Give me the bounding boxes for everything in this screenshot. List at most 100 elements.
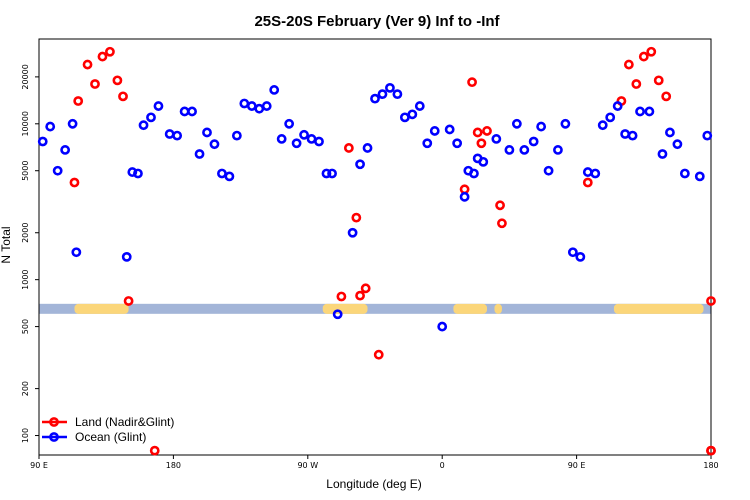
y-tick-label: 1000	[21, 269, 30, 289]
ocean-point	[422, 138, 433, 149]
ocean-point	[429, 126, 440, 136]
x-axis-label: Longitude (deg E)	[326, 477, 421, 491]
land-point	[497, 218, 507, 229]
legend-ocean-marker	[49, 432, 59, 442]
ocean-point	[575, 251, 586, 262]
land-point	[123, 296, 134, 306]
plot-frame	[38, 38, 712, 456]
y-axis-label: N Total	[0, 226, 13, 263]
ocean-point	[528, 136, 539, 147]
ocean-point	[71, 247, 82, 258]
land-point	[360, 283, 371, 294]
plot-area: 100 200 500 1000 2000 5000 10000 20000 90 E 180 90…	[21, 38, 719, 470]
ocean-point	[327, 168, 337, 179]
ocean-point	[269, 85, 280, 95]
ocean-point	[52, 165, 63, 176]
land-point	[467, 77, 477, 88]
land-point	[82, 59, 93, 70]
ocean-point	[511, 118, 522, 129]
land-point	[631, 79, 642, 89]
ocean-point	[67, 118, 78, 129]
ocean-point	[491, 134, 502, 144]
ocean-point	[370, 93, 380, 104]
ocean-point	[635, 106, 645, 117]
land-point	[476, 138, 487, 149]
ocean-point	[133, 168, 143, 179]
ocean-point	[702, 130, 713, 141]
x-tick-label: 90 E	[30, 461, 48, 470]
land-point	[105, 46, 115, 57]
x-tick-label: 180	[703, 461, 718, 470]
ocean-point	[37, 136, 48, 147]
land-point	[118, 91, 128, 102]
ocean-point	[332, 309, 343, 320]
legend-land-label: Land (Nadir&Glint)	[75, 415, 174, 429]
land-point	[149, 445, 160, 456]
ocean-point	[355, 159, 365, 170]
ocean-point	[597, 120, 608, 131]
ocean-point	[605, 112, 616, 123]
land-point	[336, 291, 347, 302]
land-point	[638, 51, 649, 62]
ocean-point	[276, 134, 287, 144]
ocean-point	[437, 321, 448, 332]
land-point	[582, 177, 593, 188]
ocean-point	[452, 138, 463, 149]
land-segment	[453, 303, 487, 314]
ocean-point	[45, 121, 56, 132]
land-point	[373, 349, 384, 360]
land-point	[112, 75, 123, 86]
ocean-point	[407, 109, 418, 120]
ocean-point	[187, 106, 197, 117]
x-tick-label: 0	[440, 461, 445, 470]
ocean-point	[536, 121, 547, 132]
ocean-point	[612, 101, 623, 111]
y-tick-label: 200	[21, 381, 30, 396]
legend: Land (Nadir&Glint) Ocean (Glint)	[42, 415, 174, 444]
y-tick-label: 10000	[21, 111, 30, 136]
ocean-point	[224, 171, 235, 182]
ocean-point	[60, 145, 71, 155]
legend-land-marker	[49, 417, 59, 427]
land-point	[495, 200, 505, 211]
land-point	[472, 127, 483, 138]
land-point	[90, 79, 100, 89]
land-point	[69, 177, 80, 188]
ocean-point	[644, 106, 655, 117]
ocean-point	[261, 101, 272, 111]
y-tick-label: 500	[21, 319, 30, 334]
land-point	[623, 59, 634, 70]
land-point	[355, 290, 365, 301]
ocean-point	[299, 129, 309, 140]
x-tick-label: 180	[166, 461, 181, 470]
ocean-point	[665, 127, 675, 138]
ocean-point	[121, 251, 132, 262]
ocean-point	[392, 89, 403, 100]
land-segment	[494, 303, 502, 314]
ocean-point	[560, 118, 571, 129]
y-tick-label: 20000	[21, 64, 30, 89]
ocean-point	[172, 130, 183, 141]
land-point	[653, 75, 664, 86]
ocean-point	[291, 138, 302, 149]
ocean-point	[209, 139, 220, 150]
land-segment	[74, 303, 129, 314]
ocean-point	[519, 145, 530, 155]
land-segment	[613, 303, 704, 314]
x-tick-label: 90 E	[568, 461, 586, 470]
y-tick-label: 100	[21, 428, 30, 443]
ocean-point	[679, 168, 690, 179]
ocean-point	[694, 171, 705, 182]
ocean-point	[321, 168, 332, 179]
y-tick-label: 5000	[21, 161, 30, 181]
land-segment	[322, 303, 368, 314]
ocean-point	[478, 156, 489, 167]
ocean-point	[385, 82, 395, 93]
x-tick-label: 90 W	[297, 461, 318, 470]
legend-ocean-label: Ocean (Glint)	[75, 430, 146, 444]
ocean-point	[543, 165, 554, 176]
ocean-point	[590, 168, 601, 179]
ocean-point	[194, 149, 205, 159]
